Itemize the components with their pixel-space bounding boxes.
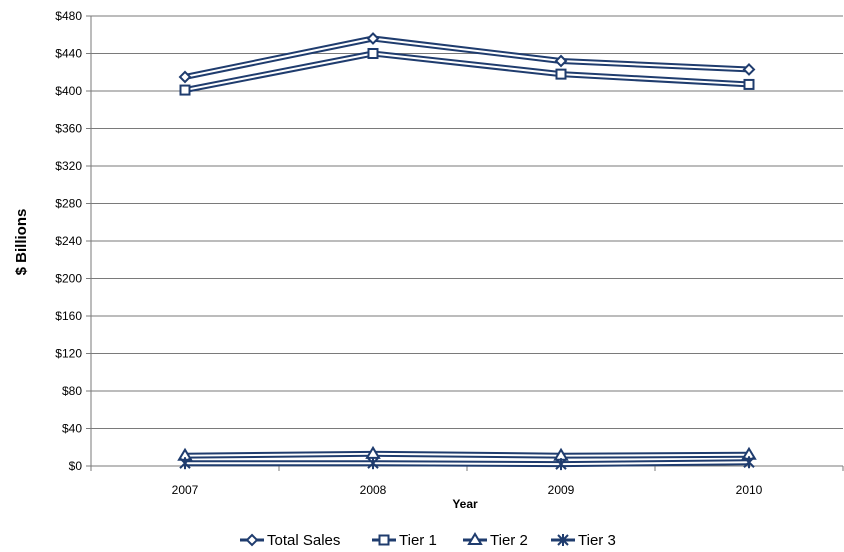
legend: Total Sales Tier 1 Tier 2 Tier 3: [240, 532, 616, 549]
x-tick-label: 2007: [172, 483, 199, 497]
legend-item-tier-2: Tier 2: [463, 532, 528, 549]
y-tick-labels: $0 $40 $80 $120 $160 $200 $240 $280 $320 $360 $400…: [55, 9, 82, 473]
series-group: [177, 32, 757, 471]
y-tick-label: $320: [55, 159, 82, 173]
legend-label: Tier 1: [399, 532, 437, 549]
y-tick-label: $160: [55, 309, 82, 323]
x-tick-label: 2009: [548, 483, 575, 497]
data-point: [555, 458, 567, 471]
legend-label: Tier 2: [490, 532, 528, 549]
legend-marker: [378, 534, 390, 546]
legend-label: Total Sales: [267, 532, 340, 549]
y-tick-label: $440: [55, 47, 82, 61]
gridlines: [91, 15, 843, 467]
y-tick-label: $480: [55, 9, 82, 23]
data-point: [554, 54, 568, 68]
series-tier-3: [179, 456, 755, 471]
legend-marker: [245, 533, 259, 547]
data-point: [367, 457, 379, 470]
data-point: [367, 48, 379, 59]
series-line-inner: [184, 37, 750, 78]
data-point: [179, 84, 191, 96]
y-axis-title: $ Billions: [13, 209, 30, 276]
y-tick-label: $280: [55, 197, 82, 211]
x-tick-label: 2008: [360, 483, 387, 497]
data-point: [743, 456, 755, 469]
y-tick-label: $200: [55, 272, 82, 286]
legend-item-tier-1: Tier 1: [372, 532, 437, 549]
series-tier-1: [179, 48, 755, 96]
y-tick-label: $240: [55, 234, 82, 248]
y-tick-label: $80: [62, 384, 82, 398]
y-tick-label: $360: [55, 122, 82, 136]
legend-marker: [467, 532, 483, 545]
legend-label: Tier 3: [578, 532, 616, 549]
legend-item-tier-3: Tier 3: [551, 532, 616, 549]
data-point: [742, 63, 756, 76]
y-tick-label: $120: [55, 347, 82, 361]
data-point: [555, 68, 567, 80]
series-line-inner: [185, 461, 750, 466]
x-tick-labels: 2007 2008 2009 2010: [172, 483, 763, 497]
data-point: [366, 32, 380, 45]
x-tick-label: 2010: [736, 483, 763, 497]
data-point: [179, 457, 191, 470]
data-point: [743, 78, 755, 90]
series-line-inner: [184, 452, 750, 457]
data-point: [178, 70, 192, 84]
series-line-inner: [184, 52, 750, 92]
y-tick-label: $40: [62, 422, 82, 436]
y-tick-label: $400: [55, 84, 82, 98]
legend-item-total-sales: Total Sales: [240, 532, 340, 549]
series-tier-2: [177, 445, 757, 461]
x-axis-title: Year: [452, 497, 478, 511]
legend-marker: [557, 534, 569, 546]
y-tick-label: $0: [69, 459, 83, 473]
series-total-sales: [178, 32, 756, 84]
